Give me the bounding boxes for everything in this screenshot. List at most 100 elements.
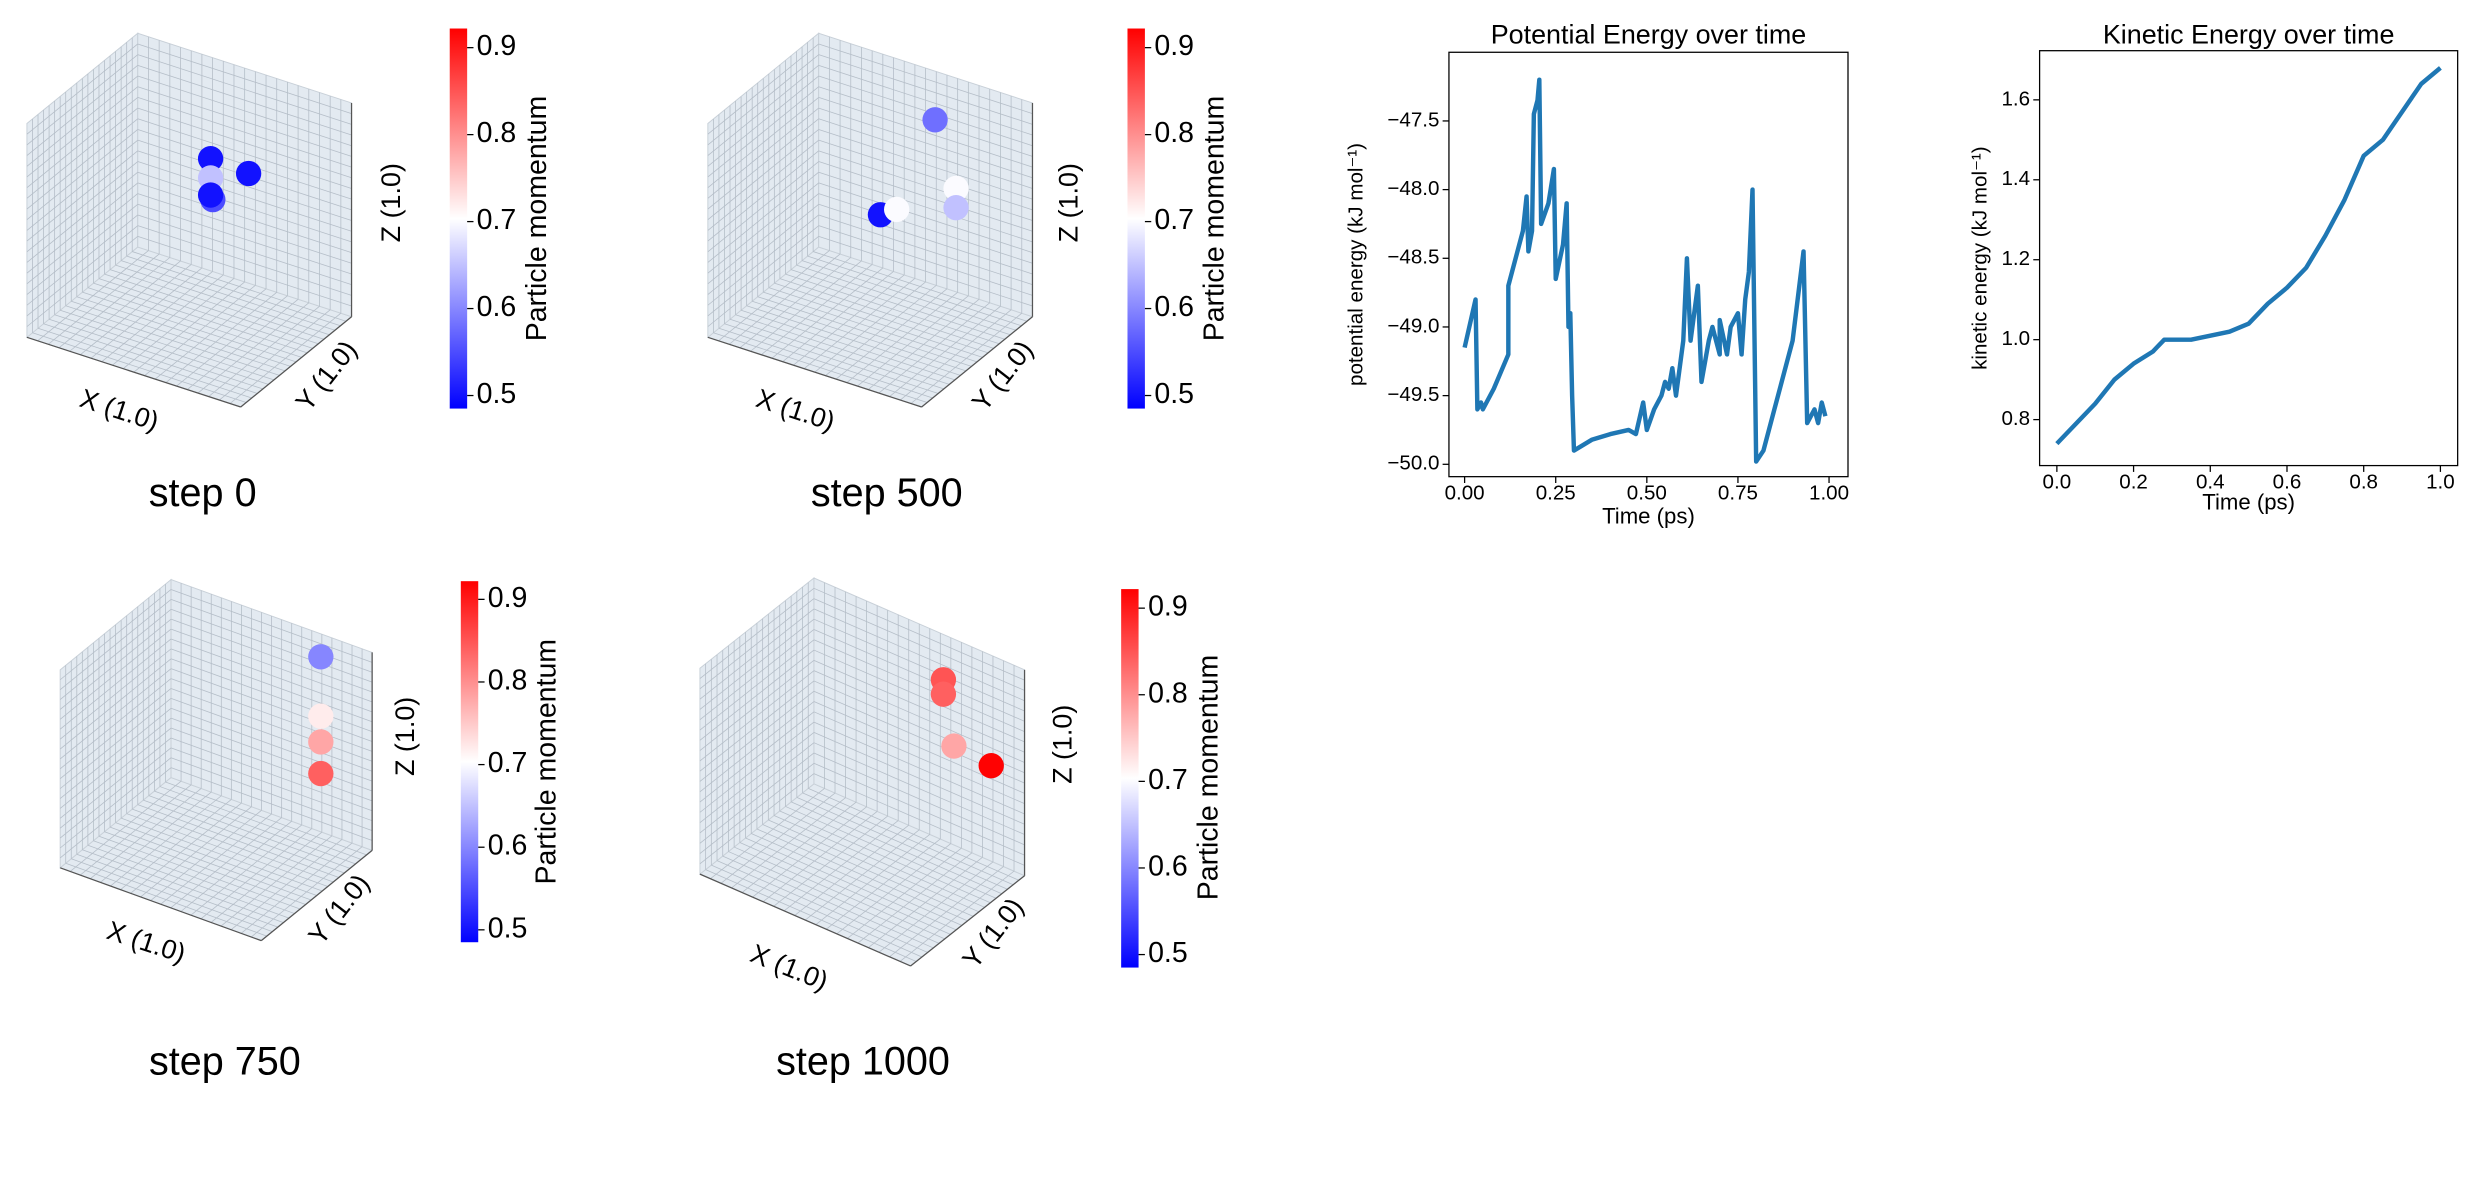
pane-grid <box>699 660 815 751</box>
pane-grid <box>59 608 172 700</box>
pane-grid <box>190 824 302 916</box>
pane-grid <box>26 139 139 231</box>
pane-grid <box>762 824 974 917</box>
pane-grid <box>154 790 356 865</box>
colorbar-tick-label: 0.6 <box>1148 850 1188 882</box>
axis-line <box>707 336 922 408</box>
pane-grid <box>707 118 819 210</box>
colorbar-label: Particle momentum <box>1199 96 1231 341</box>
x-axis-label: Time (ps) <box>2202 489 2295 514</box>
x-axis-label: Time (ps) <box>1602 504 1695 529</box>
pane-grid <box>813 587 1025 681</box>
colorbar-label: Particle momentum <box>530 639 562 884</box>
pane-grid <box>240 842 353 934</box>
pane-grid <box>26 107 139 199</box>
pane-grid <box>104 273 319 345</box>
pane-grid <box>790 269 1005 340</box>
pane-grid <box>768 819 980 913</box>
pane-grid <box>26 97 139 188</box>
pane-grid <box>170 817 282 909</box>
panel-caption: step 0 <box>149 471 257 515</box>
pane-grid <box>699 629 815 721</box>
pane-grid <box>818 107 1033 179</box>
chart-title: Kinetic Energy over time <box>2103 20 2395 50</box>
pane-grid <box>170 658 373 732</box>
panel-caption: step 500 <box>811 471 963 515</box>
pane-grid <box>813 608 1025 702</box>
x-axis-label: X (1.0) <box>752 383 838 436</box>
particle <box>922 107 948 133</box>
pane-grid <box>779 810 991 904</box>
axis-line <box>910 875 1025 967</box>
colorbar-tick-label: 0.5 <box>1148 937 1188 969</box>
colorbar-tick-label: 0.7 <box>488 747 528 779</box>
pane-grid <box>846 292 958 383</box>
x-tick-label: 0.6 <box>2273 470 2302 493</box>
axis-line <box>921 316 1033 408</box>
z-axis-label: Z (1.0) <box>1054 163 1084 242</box>
pane-grid <box>699 618 815 710</box>
colorbar-label: Particle momentum <box>521 96 553 342</box>
colorbar-tick-label: 0.9 <box>1148 591 1188 623</box>
pane-grid <box>818 139 1033 211</box>
pane-grid <box>818 64 1033 136</box>
pane-grid <box>170 668 373 742</box>
z-axis-label: Z (1.0) <box>376 163 406 242</box>
pane-grid <box>143 799 345 874</box>
pane-grid <box>818 118 1033 189</box>
pane-grid <box>773 815 985 908</box>
pane-grid <box>818 97 1033 168</box>
pane-grid <box>126 255 341 327</box>
y-tick-label: 1.2 <box>2001 247 2030 270</box>
x-tick-label: 0.25 <box>1536 482 1576 505</box>
pane-grid <box>137 97 352 168</box>
pane-grid <box>899 309 1012 401</box>
y-tick-label: −49.5 <box>1387 383 1439 406</box>
x-tick-label: 0.50 <box>1627 482 1667 505</box>
pane-grid <box>756 828 968 922</box>
particle <box>308 760 334 787</box>
pane-grid <box>785 806 997 899</box>
pane-grid <box>137 118 352 189</box>
pane-grid <box>59 648 172 740</box>
pane-grid <box>807 255 1022 327</box>
colorbar-tick-label: 0.6 <box>477 291 517 323</box>
colorbar-tick-label: 0.7 <box>1154 204 1194 236</box>
pane-grid <box>170 648 373 723</box>
pane-grid <box>98 278 313 349</box>
y-tick-label: −47.5 <box>1387 108 1439 131</box>
pane-grid <box>137 64 352 136</box>
pane-grid <box>137 75 352 147</box>
pane-grid <box>889 866 1004 958</box>
x-tick-label: 0.0 <box>2043 470 2072 493</box>
pane-grid <box>154 288 267 380</box>
pane-grid <box>836 843 952 935</box>
x-tick-label: 0.8 <box>2349 470 2378 493</box>
colorbar-tick-label: 0.6 <box>488 830 528 862</box>
pane-grid <box>779 278 994 349</box>
pane-grid <box>121 817 323 892</box>
pane-grid <box>763 291 978 363</box>
pane-grid <box>82 291 297 363</box>
pane-grid <box>159 786 362 860</box>
axis-line <box>699 873 911 967</box>
colorbar-label: Particle momentum <box>1192 655 1224 901</box>
pane-grid <box>59 678 172 770</box>
pane-grid <box>132 808 334 883</box>
pane-grid <box>187 298 299 390</box>
pane-grid <box>813 629 1025 722</box>
pane-grid <box>229 312 342 404</box>
pane-grid <box>774 282 989 354</box>
pane-grid <box>889 305 1001 397</box>
pane-grid <box>250 846 363 938</box>
pane-grid <box>165 292 277 383</box>
y-tick-label: −49.0 <box>1387 314 1439 337</box>
pane-grid <box>813 670 1025 763</box>
colorbar <box>1121 589 1139 968</box>
pane-grid <box>868 857 983 948</box>
pane-grid <box>170 638 373 713</box>
pane-grid <box>699 670 815 762</box>
pane-grid <box>699 649 815 741</box>
pane-grid <box>170 608 373 683</box>
